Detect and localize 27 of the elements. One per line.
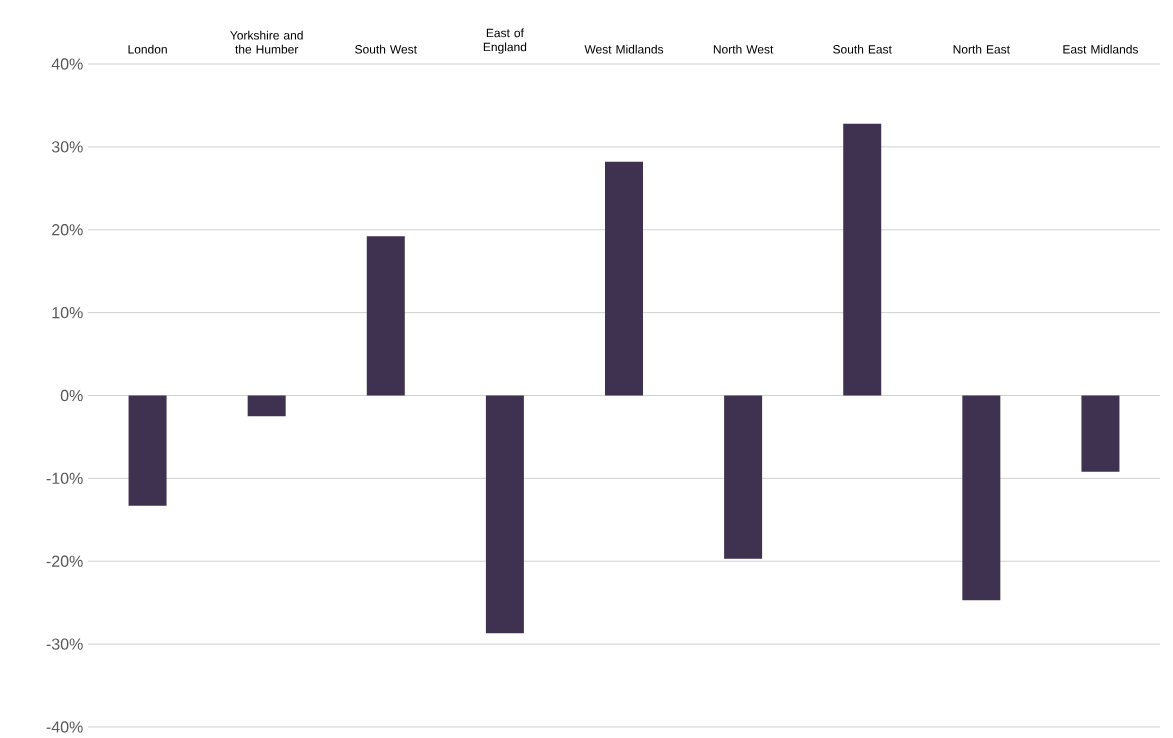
x-tick-label: North East [953,44,1010,54]
bar [962,395,1001,601]
x-tick-label: North West [713,44,774,54]
x-tick-label: East of England [483,28,527,54]
bar [605,161,643,396]
x-tick-label: London [128,44,167,54]
y-tick-label: -20% [46,555,83,567]
y-tick-label: 0% [60,389,83,402]
bar [128,395,167,506]
y-tick-label: -30% [46,638,83,650]
x-tick-label: South West [355,44,417,54]
y-tick-label: 10% [52,306,83,319]
x-tick-label: Yorkshire and the Humber [230,30,303,54]
x-tick-label: South East [833,44,892,54]
bar [1081,395,1120,472]
bar [247,395,286,417]
y-tick-label: -10% [46,472,83,485]
y-tick-label: 20% [52,224,83,236]
bar [485,395,524,634]
bar [366,236,405,396]
y-tick-label: 30% [51,141,83,153]
x-tick-label: West Midlands [584,44,664,54]
y-tick-label: 40% [51,58,83,70]
bar [843,123,882,396]
y-tick-label: -40% [46,721,83,733]
bar [724,395,763,559]
x-tick-label: East Midlands [1063,44,1139,54]
